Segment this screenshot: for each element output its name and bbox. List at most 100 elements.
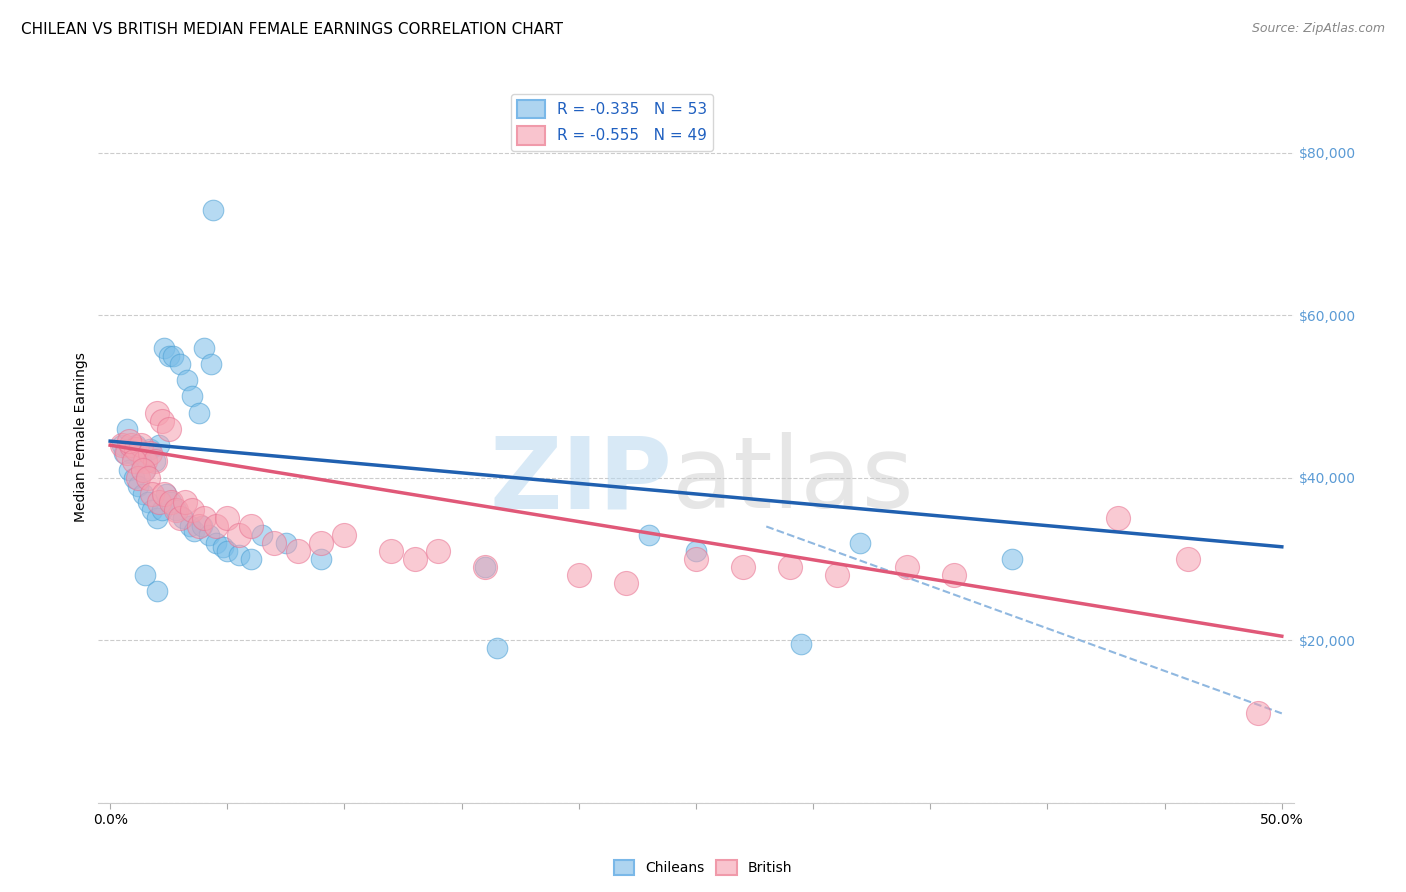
Legend: R = -0.335   N = 53, R = -0.555   N = 49: R = -0.335 N = 53, R = -0.555 N = 49 — [512, 94, 713, 151]
Point — [174, 495, 197, 509]
Point — [125, 438, 148, 452]
Point — [685, 544, 707, 558]
Point — [309, 552, 332, 566]
Point — [239, 519, 262, 533]
Text: atlas: atlas — [672, 433, 914, 530]
Point — [148, 438, 170, 452]
Point — [896, 560, 918, 574]
Point — [150, 414, 173, 428]
Text: ZIP: ZIP — [489, 433, 672, 530]
Point — [139, 446, 162, 460]
Point — [176, 373, 198, 387]
Point — [474, 560, 496, 574]
Point — [157, 422, 180, 436]
Point — [165, 503, 187, 517]
Point — [197, 527, 219, 541]
Point — [129, 438, 152, 452]
Point — [129, 454, 152, 468]
Point — [274, 535, 297, 549]
Point — [252, 527, 274, 541]
Point — [790, 637, 813, 651]
Point — [139, 442, 162, 457]
Point — [132, 462, 155, 476]
Point — [141, 503, 163, 517]
Point — [120, 446, 142, 460]
Point — [134, 454, 156, 468]
Point — [731, 560, 754, 574]
Point — [160, 495, 183, 509]
Point — [134, 568, 156, 582]
Point — [404, 552, 426, 566]
Point — [287, 544, 309, 558]
Point — [263, 535, 285, 549]
Point — [127, 471, 149, 485]
Point — [204, 519, 226, 533]
Point — [239, 552, 262, 566]
Point — [179, 519, 201, 533]
Point — [427, 544, 450, 558]
Point — [1247, 706, 1270, 721]
Point — [825, 568, 848, 582]
Point — [115, 446, 138, 460]
Point — [118, 462, 141, 476]
Point — [122, 471, 145, 485]
Point — [309, 535, 332, 549]
Point — [157, 349, 180, 363]
Point — [181, 389, 204, 403]
Point — [181, 503, 204, 517]
Point — [217, 511, 239, 525]
Point — [685, 552, 707, 566]
Point — [333, 527, 356, 541]
Point — [143, 454, 166, 468]
Point — [150, 503, 173, 517]
Point — [148, 495, 170, 509]
Point — [125, 442, 148, 457]
Point — [228, 548, 250, 562]
Point — [120, 438, 142, 452]
Point — [146, 511, 169, 525]
Point — [127, 479, 149, 493]
Point — [160, 495, 183, 509]
Point — [153, 487, 176, 501]
Point — [111, 438, 134, 452]
Point — [380, 544, 402, 558]
Point — [169, 357, 191, 371]
Point — [122, 454, 145, 468]
Point — [849, 535, 872, 549]
Point — [143, 454, 166, 468]
Point — [1001, 552, 1024, 566]
Point — [146, 584, 169, 599]
Point — [190, 519, 212, 533]
Point — [779, 560, 801, 574]
Point — [115, 422, 138, 436]
Point — [188, 519, 211, 533]
Point — [155, 487, 177, 501]
Point — [162, 349, 184, 363]
Point — [614, 576, 637, 591]
Point — [136, 471, 159, 485]
Point — [1107, 511, 1129, 525]
Point — [211, 540, 233, 554]
Point — [1177, 552, 1199, 566]
Point — [136, 495, 159, 509]
Point — [193, 511, 215, 525]
Point — [202, 202, 225, 217]
Point — [141, 487, 163, 501]
Point — [638, 527, 661, 541]
Text: Source: ZipAtlas.com: Source: ZipAtlas.com — [1251, 22, 1385, 36]
Point — [111, 438, 134, 452]
Point — [165, 503, 187, 517]
Point — [146, 406, 169, 420]
Point — [153, 341, 176, 355]
Point — [193, 341, 215, 355]
Point — [485, 641, 508, 656]
Point — [568, 568, 591, 582]
Point — [183, 524, 205, 538]
Point — [188, 406, 211, 420]
Point — [118, 434, 141, 449]
Legend: Chileans, British: Chileans, British — [607, 855, 799, 880]
Point — [204, 535, 226, 549]
Point — [134, 462, 156, 476]
Y-axis label: Median Female Earnings: Median Female Earnings — [75, 352, 89, 522]
Point — [200, 357, 222, 371]
